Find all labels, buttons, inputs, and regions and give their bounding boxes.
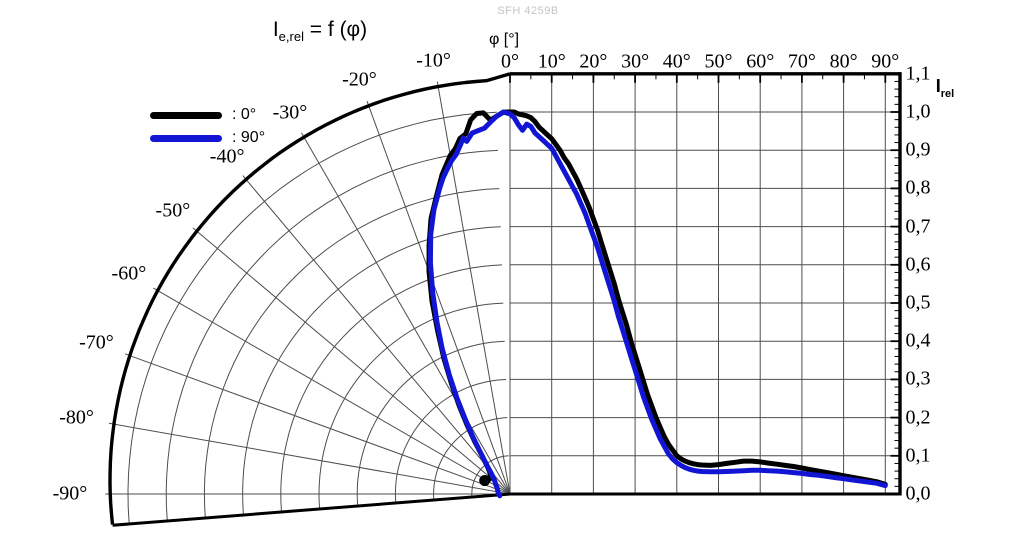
ticks [509, 72, 900, 495]
right-axis-tick-label: 0,3 [905, 367, 931, 390]
x-axis-title: φ [°] [488, 31, 520, 48]
polar-grid-radial [153, 287, 511, 495]
polar-grid-arc [433, 417, 508, 501]
right-axis-tick-label: 1,1 [905, 62, 931, 85]
legend-item-0deg: : 0° [150, 106, 256, 124]
title-subscript: e,rel [278, 29, 304, 45]
right-axis-tick-label: 0,7 [905, 215, 931, 238]
polar-grid-radial [301, 132, 511, 495]
y-axis-title-subscript: rel [940, 87, 955, 100]
top-axis-tick-label: 10° [537, 50, 566, 73]
grid [105, 73, 900, 525]
polar-angle-label: -20° [342, 68, 377, 91]
polar-grid-arc [280, 264, 503, 513]
polar-angle-label: -30° [272, 101, 308, 124]
y-axis-title-base: I [935, 76, 941, 97]
top-axis-tick-label: 30° [621, 50, 650, 73]
legend-swatch [150, 134, 222, 142]
legend-swatch [150, 111, 222, 119]
polar-angle-label: -60° [111, 262, 147, 285]
polar-angle-label: -90° [52, 482, 88, 505]
top-axis-tick-label: 80° [829, 50, 858, 73]
polar-grid-radial [192, 227, 511, 495]
curve-end-dot [479, 475, 491, 487]
polar-grid-arc [318, 302, 504, 510]
polar-grid-arc [203, 188, 500, 519]
polar-grid-arc [356, 340, 505, 507]
top-axis-tick-label: 20° [579, 50, 608, 73]
right-axis-tick-label: 1,0 [905, 100, 931, 123]
legend-label: : 0° [232, 106, 257, 123]
polar-grid-arc [394, 379, 507, 504]
polar-angle-label: -70° [79, 331, 114, 354]
curves [426, 109, 888, 499]
top-axis-tick-label: 90° [871, 50, 900, 73]
curve-90deg-plane [427, 109, 888, 499]
right-axis-tick-label: 0,2 [905, 406, 931, 429]
right-axis-tick-label: 0,9 [905, 138, 931, 161]
polar-grid-arc [471, 455, 509, 498]
top-axis-tick-label: 0° [501, 50, 519, 73]
right-axis-tick-label: 0,6 [905, 253, 931, 276]
title-base: I [272, 17, 279, 41]
legend-item-90deg: : 90° [150, 129, 265, 147]
right-axis-tick-label: 0,8 [905, 176, 931, 199]
polar-angle-label: -80° [59, 406, 94, 429]
chart-title: Ie,rel = f (φ) [273, 18, 367, 44]
polar-angle-label: -10° [416, 49, 451, 72]
watermark: SFH 4259B [497, 5, 559, 17]
polar-boundary-arc [108, 72, 511, 525]
title-rest: = f (φ) [303, 17, 368, 41]
polar-grid-radial [366, 100, 511, 495]
top-axis-tick-label: 60° [746, 50, 775, 73]
right-axis-tick-label: 0,5 [905, 291, 931, 314]
top-axis-tick-label: 50° [704, 50, 733, 73]
top-axis-tick-label: 70° [787, 50, 816, 73]
right-axis-tick-label: 0,0 [905, 482, 931, 505]
legend-label: : 90° [232, 129, 266, 146]
polar-angle-label: -50° [155, 199, 191, 222]
polar-grid-radial [108, 422, 511, 495]
right-axis-tick-label: 0,4 [905, 329, 931, 352]
polar-angle-label: -40° [209, 145, 245, 168]
polar-grid-radial [436, 81, 511, 495]
top-axis-tick-label: 40° [662, 50, 691, 73]
y-axis-title: Irel [936, 76, 954, 100]
wedge-bottom-edge [112, 492, 511, 527]
polar-grid-arc [127, 111, 497, 525]
polar-grid-radial [124, 353, 511, 495]
polar-grid-radial [242, 175, 511, 495]
polar-grid-arc [165, 149, 499, 522]
right-axis-tick-label: 0,1 [905, 444, 931, 467]
